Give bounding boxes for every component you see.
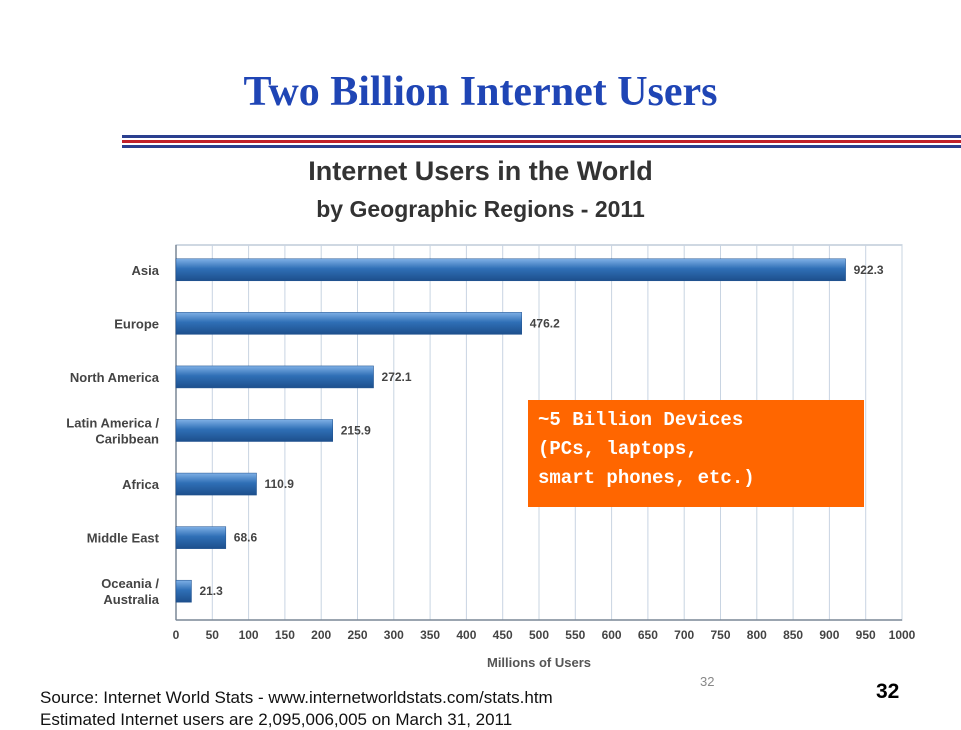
callout-line-2: (PCs, laptops, (538, 438, 698, 460)
source-citation: Source: Internet World Stats - www.inter… (40, 688, 553, 707)
x-tick-label: 650 (638, 628, 658, 642)
x-tick-label: 450 (493, 628, 513, 642)
x-tick-label: 300 (384, 628, 404, 642)
x-tick-label: 850 (783, 628, 803, 642)
x-tick-label: 250 (347, 628, 367, 642)
x-tick-label: 400 (456, 628, 476, 642)
category-label: Latin America / (66, 416, 159, 431)
callout-line-3: smart phones, etc.) (538, 467, 755, 489)
x-tick-label: 350 (420, 628, 440, 642)
x-tick-label: 0 (173, 628, 180, 642)
x-tick-label: 700 (674, 628, 694, 642)
category-label: Oceania / (101, 576, 159, 591)
x-tick-label: 750 (710, 628, 730, 642)
bar (175, 258, 846, 282)
estimate-note: Estimated Internet users are 2,095,006,0… (40, 710, 513, 729)
category-label: Asia (132, 263, 160, 278)
bar (175, 579, 192, 603)
bar-value-label: 68.6 (234, 531, 258, 545)
category-label: Middle East (87, 531, 160, 546)
category-label: Europe (114, 316, 159, 331)
bar (175, 472, 257, 496)
bar-value-label: 110.9 (265, 477, 295, 491)
x-tick-label: 100 (239, 628, 259, 642)
bar-value-label: 272.1 (382, 370, 412, 384)
category-label: North America (70, 370, 160, 385)
x-tick-label: 600 (602, 628, 622, 642)
x-tick-label: 550 (565, 628, 585, 642)
chart-title: Internet Users in the World (308, 156, 653, 186)
category-label: Australia (103, 592, 159, 607)
x-tick-label: 900 (819, 628, 839, 642)
bar (175, 365, 374, 389)
category-label: Africa (122, 477, 160, 492)
title-rule-blue-bottom (122, 145, 961, 148)
callout-line-1: ~5 Billion Devices (538, 409, 744, 431)
x-tick-label: 800 (747, 628, 767, 642)
page-number: 32 (876, 680, 900, 703)
page-number-small: 32 (700, 674, 715, 689)
title-rule-blue-top (122, 135, 961, 138)
category-label: Caribbean (95, 432, 159, 447)
x-tick-label: 950 (856, 628, 876, 642)
devices-callout: ~5 Billion Devices (PCs, laptops, smart … (528, 400, 864, 507)
bar-value-label: 922.3 (854, 263, 884, 277)
x-tick-label: 1000 (889, 628, 916, 642)
x-tick-label: 50 (206, 628, 220, 642)
title-rule-red (122, 140, 961, 143)
bar (175, 312, 522, 335)
x-tick-label: 500 (529, 628, 549, 642)
chart-subtitle: by Geographic Regions - 2011 (316, 196, 645, 222)
bar (175, 526, 227, 549)
x-tick-label: 200 (311, 628, 331, 642)
x-axis-label: Millions of Users (487, 655, 591, 670)
bar (175, 419, 333, 442)
bar-value-label: 21.3 (199, 584, 223, 598)
bar-value-label: 215.9 (341, 424, 371, 438)
slide-title: Two Billion Internet Users (243, 69, 718, 115)
bar-value-label: 476.2 (530, 316, 560, 330)
x-tick-label: 150 (275, 628, 295, 642)
